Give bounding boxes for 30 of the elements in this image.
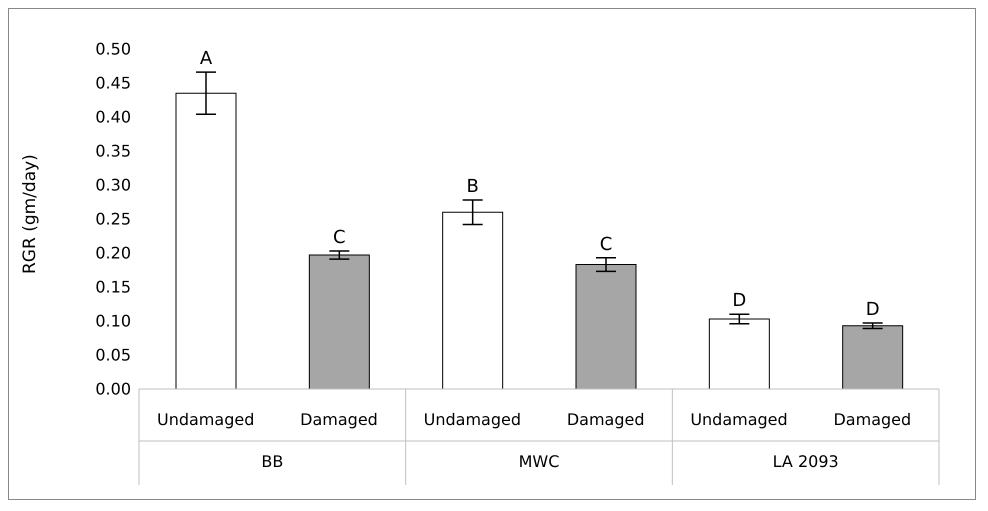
data-label: C [600,234,612,255]
y-tick-label: 0.20 [95,244,131,263]
x-tick-label: Damaged [566,410,645,429]
y-tick-label: 0.05 [95,346,131,365]
x-tick-label: Damaged [833,410,912,429]
y-axis-title: RGR (gm/day) [20,154,40,274]
data-label: D [866,299,880,320]
text: LA 2093 [772,452,839,471]
bar [842,325,904,389]
text: MWC [518,452,560,471]
bar [308,254,370,389]
data-label: C [333,226,346,248]
x-tick-label: Undamaged [690,410,788,429]
y-tick-label: 0.00 [95,380,131,399]
y-tick-label: 0.40 [95,108,131,127]
y-tick-label: 0.35 [95,142,131,161]
bar [708,318,770,389]
y-tick-label: 0.45 [95,74,131,93]
y-tick-label: 0.25 [95,210,131,229]
x-tick-label: Undamaged [156,410,254,429]
data-label: D [732,290,746,312]
y-tick-label: 0.50 [95,40,131,59]
x-tick-label: Undamaged [424,410,522,429]
x-tick-label: Damaged [300,410,378,429]
data-label: A [200,48,213,70]
y-tick-label: 0.10 [95,312,131,331]
data-label: B [466,176,479,197]
y-tick-label: 0.30 [95,176,131,195]
text: BB [261,452,284,471]
y-tick-label: 0.15 [95,278,131,297]
